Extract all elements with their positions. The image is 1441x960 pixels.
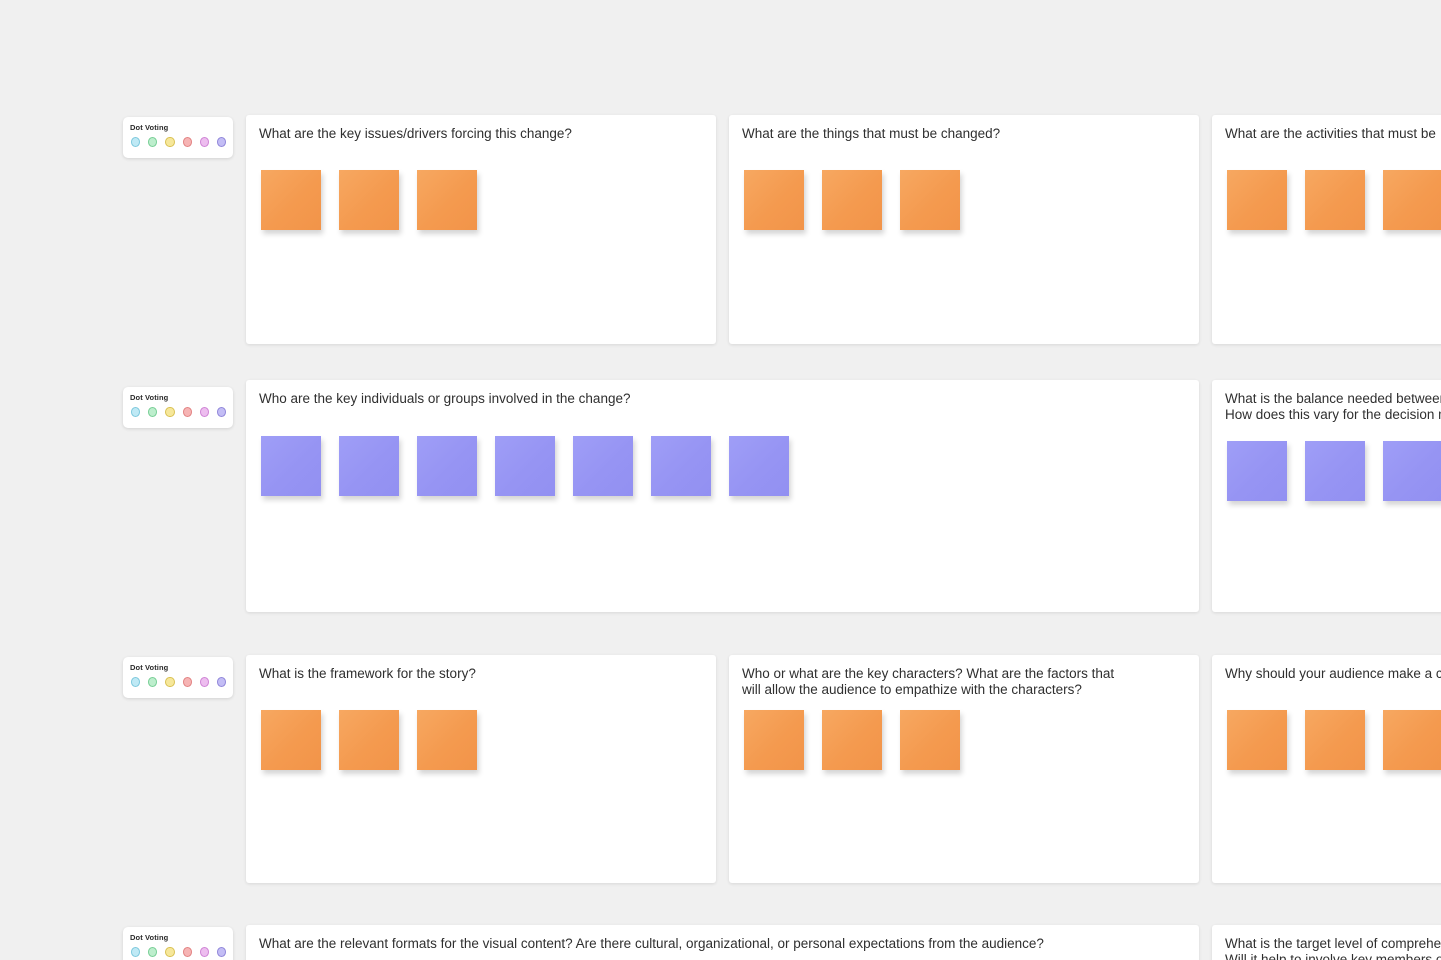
sticky-note[interactable] — [1227, 441, 1287, 501]
sticky-note[interactable] — [261, 170, 321, 230]
sticky-note[interactable] — [1383, 710, 1441, 770]
dot-red-icon[interactable] — [182, 407, 192, 417]
sticky-note-group — [744, 710, 960, 770]
sticky-note[interactable] — [339, 710, 399, 770]
dot-voting-title: Dot Voting — [130, 123, 169, 132]
dot-green-icon[interactable] — [148, 677, 158, 687]
frame-balance[interactable]: What is the balance needed between How d… — [1212, 380, 1441, 612]
sticky-note[interactable] — [417, 170, 477, 230]
dot-voting-widget-row-2[interactable]: Dot Voting — [123, 387, 233, 428]
sticky-note[interactable] — [1305, 710, 1365, 770]
frame-title: What is the framework for the story? — [259, 666, 476, 681]
dot-pink-icon[interactable] — [199, 947, 209, 957]
dot-voting-title: Dot Voting — [130, 393, 169, 402]
sticky-note-group — [1227, 710, 1441, 770]
frame-target-comprehension[interactable]: What is the target level of comprehe Wil… — [1212, 925, 1441, 960]
sticky-note[interactable] — [822, 170, 882, 230]
dot-pink-icon[interactable] — [199, 677, 209, 687]
sticky-note[interactable] — [1227, 710, 1287, 770]
dot-blue-icon[interactable] — [131, 137, 141, 147]
dot-green-icon[interactable] — [148, 947, 158, 957]
sticky-note-group — [1227, 170, 1441, 230]
dot-yellow-icon[interactable] — [165, 137, 175, 147]
dot-red-icon[interactable] — [182, 677, 192, 687]
frame-title: What is the target level of comprehe Wil… — [1225, 936, 1441, 960]
sticky-note[interactable] — [339, 170, 399, 230]
frame-title: What are the activities that must be — [1225, 126, 1436, 141]
dot-purple-icon[interactable] — [216, 677, 227, 687]
sticky-note[interactable] — [822, 710, 882, 770]
dot-purple-icon[interactable] — [216, 407, 227, 417]
frame-why-change[interactable]: Why should your audience make a ch — [1212, 655, 1441, 883]
frame-key-individuals[interactable]: Who are the key individuals or groups in… — [246, 380, 1199, 612]
sticky-note-group — [261, 436, 789, 496]
frame-activities[interactable]: What are the activities that must be — [1212, 115, 1441, 344]
sticky-note[interactable] — [729, 436, 789, 496]
sticky-note[interactable] — [495, 436, 555, 496]
frame-key-characters[interactable]: Who or what are the key characters? What… — [729, 655, 1199, 883]
frame-title: Who or what are the key characters? What… — [742, 666, 1115, 697]
dot-blue-icon[interactable] — [131, 947, 141, 957]
dot-purple-icon[interactable] — [216, 947, 227, 957]
frame-things-changed[interactable]: What are the things that must be changed… — [729, 115, 1199, 344]
sticky-note[interactable] — [651, 436, 711, 496]
sticky-note[interactable] — [900, 710, 960, 770]
dot-yellow-icon[interactable] — [165, 407, 175, 417]
dot-green-icon[interactable] — [148, 137, 158, 147]
dot-voting-widget-row-1[interactable]: Dot Voting — [123, 117, 233, 158]
sticky-note-group — [261, 170, 477, 230]
sticky-note[interactable] — [1305, 441, 1365, 501]
dot-voting-dots — [130, 137, 227, 147]
sticky-note[interactable] — [1383, 441, 1441, 501]
sticky-note[interactable] — [417, 436, 477, 496]
sticky-note-group — [744, 170, 960, 230]
frame-title: Why should your audience make a ch — [1225, 666, 1441, 681]
dot-pink-icon[interactable] — [199, 407, 209, 417]
sticky-note[interactable] — [744, 170, 804, 230]
sticky-note[interactable] — [261, 710, 321, 770]
dot-yellow-icon[interactable] — [165, 947, 175, 957]
frame-key-issues[interactable]: What are the key issues/drivers forcing … — [246, 115, 716, 344]
frame-title: What are the key issues/drivers forcing … — [259, 126, 572, 141]
dot-voting-widget-row-4[interactable]: Dot Voting — [123, 927, 233, 960]
dot-voting-dots — [130, 677, 227, 687]
frame-title: What is the balance needed between How d… — [1225, 391, 1441, 422]
dot-red-icon[interactable] — [182, 137, 192, 147]
dot-red-icon[interactable] — [182, 947, 192, 957]
frame-title: What are the relevant formats for the vi… — [259, 936, 1044, 951]
sticky-note[interactable] — [261, 436, 321, 496]
dot-voting-title: Dot Voting — [130, 663, 169, 672]
frame-framework-story[interactable]: What is the framework for the story? — [246, 655, 716, 883]
dot-purple-icon[interactable] — [216, 137, 227, 147]
dot-voting-dots — [130, 407, 227, 417]
dot-voting-widget-row-3[interactable]: Dot Voting — [123, 657, 233, 698]
frame-title: Who are the key individuals or groups in… — [259, 391, 631, 406]
sticky-note[interactable] — [1383, 170, 1441, 230]
dot-blue-icon[interactable] — [131, 407, 141, 417]
dot-green-icon[interactable] — [148, 407, 158, 417]
dot-voting-title: Dot Voting — [130, 933, 169, 942]
sticky-note-group — [261, 710, 477, 770]
sticky-note-group — [1227, 441, 1441, 501]
sticky-note[interactable] — [339, 436, 399, 496]
frame-title: What are the things that must be changed… — [742, 126, 1001, 141]
sticky-note[interactable] — [1305, 170, 1365, 230]
dot-blue-icon[interactable] — [131, 677, 141, 687]
sticky-note[interactable] — [900, 170, 960, 230]
dot-voting-dots — [130, 947, 227, 957]
sticky-note[interactable] — [744, 710, 804, 770]
sticky-note[interactable] — [1227, 170, 1287, 230]
sticky-note[interactable] — [417, 710, 477, 770]
frame-relevant-formats[interactable]: What are the relevant formats for the vi… — [246, 925, 1199, 960]
dot-pink-icon[interactable] — [199, 137, 209, 147]
dot-yellow-icon[interactable] — [165, 677, 175, 687]
sticky-note[interactable] — [573, 436, 633, 496]
